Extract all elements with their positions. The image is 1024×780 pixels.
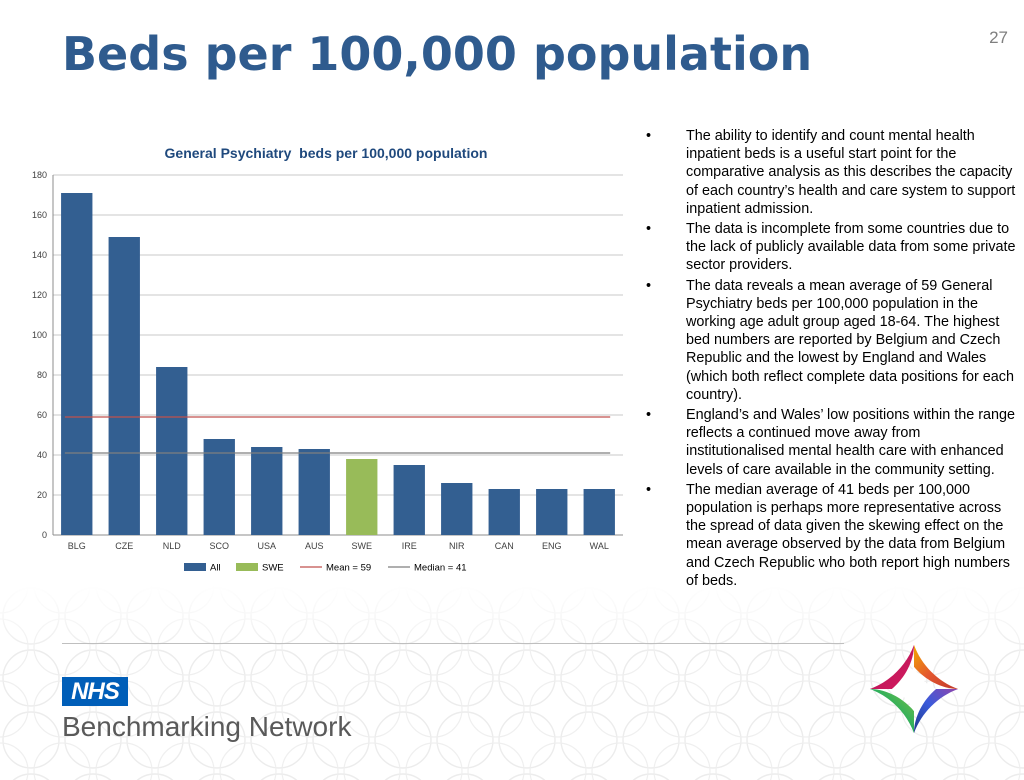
x-tick-label: WAL bbox=[590, 541, 609, 551]
bar bbox=[441, 483, 473, 535]
x-tick-label: NLD bbox=[163, 541, 182, 551]
bar bbox=[203, 439, 235, 535]
bullet-item: • The ability to identify and count menta… bbox=[641, 127, 1021, 218]
bar-swe bbox=[346, 459, 378, 535]
bullet-text: The data reveals a mean average of 59 Ge… bbox=[686, 277, 1014, 403]
bar bbox=[298, 449, 330, 535]
bar bbox=[156, 367, 188, 535]
x-tick-label: IRE bbox=[402, 541, 417, 551]
legend-all-swatch bbox=[184, 563, 206, 571]
y-tick-label: 80 bbox=[37, 370, 47, 380]
y-tick-label: 20 bbox=[37, 490, 47, 500]
y-tick-label: 160 bbox=[32, 210, 47, 220]
benchmarking-network-logo-icon bbox=[869, 644, 959, 734]
bullet-text: The ability to identify and count mental… bbox=[686, 128, 1016, 217]
bullet-text: The median average of 41 beds per 100,00… bbox=[686, 481, 1010, 589]
y-tick-label: 60 bbox=[37, 410, 47, 420]
x-tick-label: BLG bbox=[68, 541, 86, 551]
footer-divider bbox=[62, 643, 844, 644]
x-tick-label: NIR bbox=[449, 541, 465, 551]
x-tick-label: SCO bbox=[209, 541, 229, 551]
bar bbox=[251, 447, 283, 535]
x-tick-label: USA bbox=[257, 541, 276, 551]
bullet-item: • The data is incomplete from some countr… bbox=[641, 220, 1021, 275]
reference-lines bbox=[64, 416, 611, 454]
y-tick-label: 0 bbox=[42, 530, 47, 540]
bullet-marker: • bbox=[646, 221, 652, 238]
bar bbox=[536, 489, 568, 535]
x-tick-label: CZE bbox=[115, 541, 133, 551]
y-tick-label: 120 bbox=[32, 290, 47, 300]
x-tick-label: ENG bbox=[542, 541, 562, 551]
y-tick-label: 100 bbox=[32, 330, 47, 340]
y-tick-label: 40 bbox=[37, 450, 47, 460]
chart-gridlines bbox=[53, 174, 623, 496]
x-tick-label: SWE bbox=[351, 541, 372, 551]
y-tick-label: 180 bbox=[32, 170, 47, 180]
bullet-item: • England’s and Wales’ low positions with… bbox=[641, 406, 1021, 479]
chart: General Psychiatry beds per 100,000 popu… bbox=[32, 145, 623, 574]
chart-legend: All SWE Mean = 59 Median = 41 bbox=[184, 563, 467, 574]
legend-swe-label: SWE bbox=[262, 563, 284, 574]
network-name: Benchmarking Network bbox=[62, 711, 352, 742]
bar bbox=[108, 237, 140, 535]
legend-median-label: Median = 41 bbox=[414, 563, 467, 574]
x-tick-label: CAN bbox=[495, 541, 514, 551]
legend-mean-label: Mean = 59 bbox=[326, 563, 371, 574]
bar bbox=[393, 465, 425, 535]
bar bbox=[488, 489, 520, 535]
chart-bars bbox=[61, 193, 615, 535]
bullet-item: • The median average of 41 beds per 100,0… bbox=[641, 481, 1021, 590]
chart-title: General Psychiatry beds per 100,000 popu… bbox=[165, 145, 488, 161]
bar bbox=[583, 489, 615, 535]
bullet-marker: • bbox=[646, 128, 652, 144]
bullet-text: The data is incomplete from some countri… bbox=[686, 221, 1016, 274]
background-pattern bbox=[0, 585, 1024, 780]
bullet-marker: • bbox=[646, 407, 652, 424]
y-axis-tick-labels: 0 20 40 60 80 100 120 140 160 180 bbox=[32, 170, 47, 540]
y-tick-label: 140 bbox=[32, 250, 47, 260]
nhs-logo: NHS bbox=[62, 677, 128, 706]
bullet-item: • The data reveals a mean average of 59 G… bbox=[641, 277, 1021, 404]
slide-number: 27 bbox=[989, 28, 1008, 47]
legend-all-label: All bbox=[210, 563, 221, 574]
bullet-list: • The ability to identify and count menta… bbox=[641, 127, 1021, 592]
bullet-text: England’s and Wales’ low positions withi… bbox=[686, 407, 1016, 478]
bullet-marker: • bbox=[646, 277, 652, 294]
bullet-marker: • bbox=[646, 481, 652, 498]
nhs-logo-text: NHS bbox=[71, 677, 120, 705]
legend-swe-swatch bbox=[236, 563, 258, 571]
slide-title: Beds per 100,000 population bbox=[62, 27, 813, 81]
bar bbox=[61, 193, 93, 535]
x-axis-tick-labels: BLG CZE NLD SCO USA AUS SWE IRE NIR CAN ENG WAL bbox=[68, 541, 609, 551]
x-tick-label: AUS bbox=[305, 541, 324, 551]
